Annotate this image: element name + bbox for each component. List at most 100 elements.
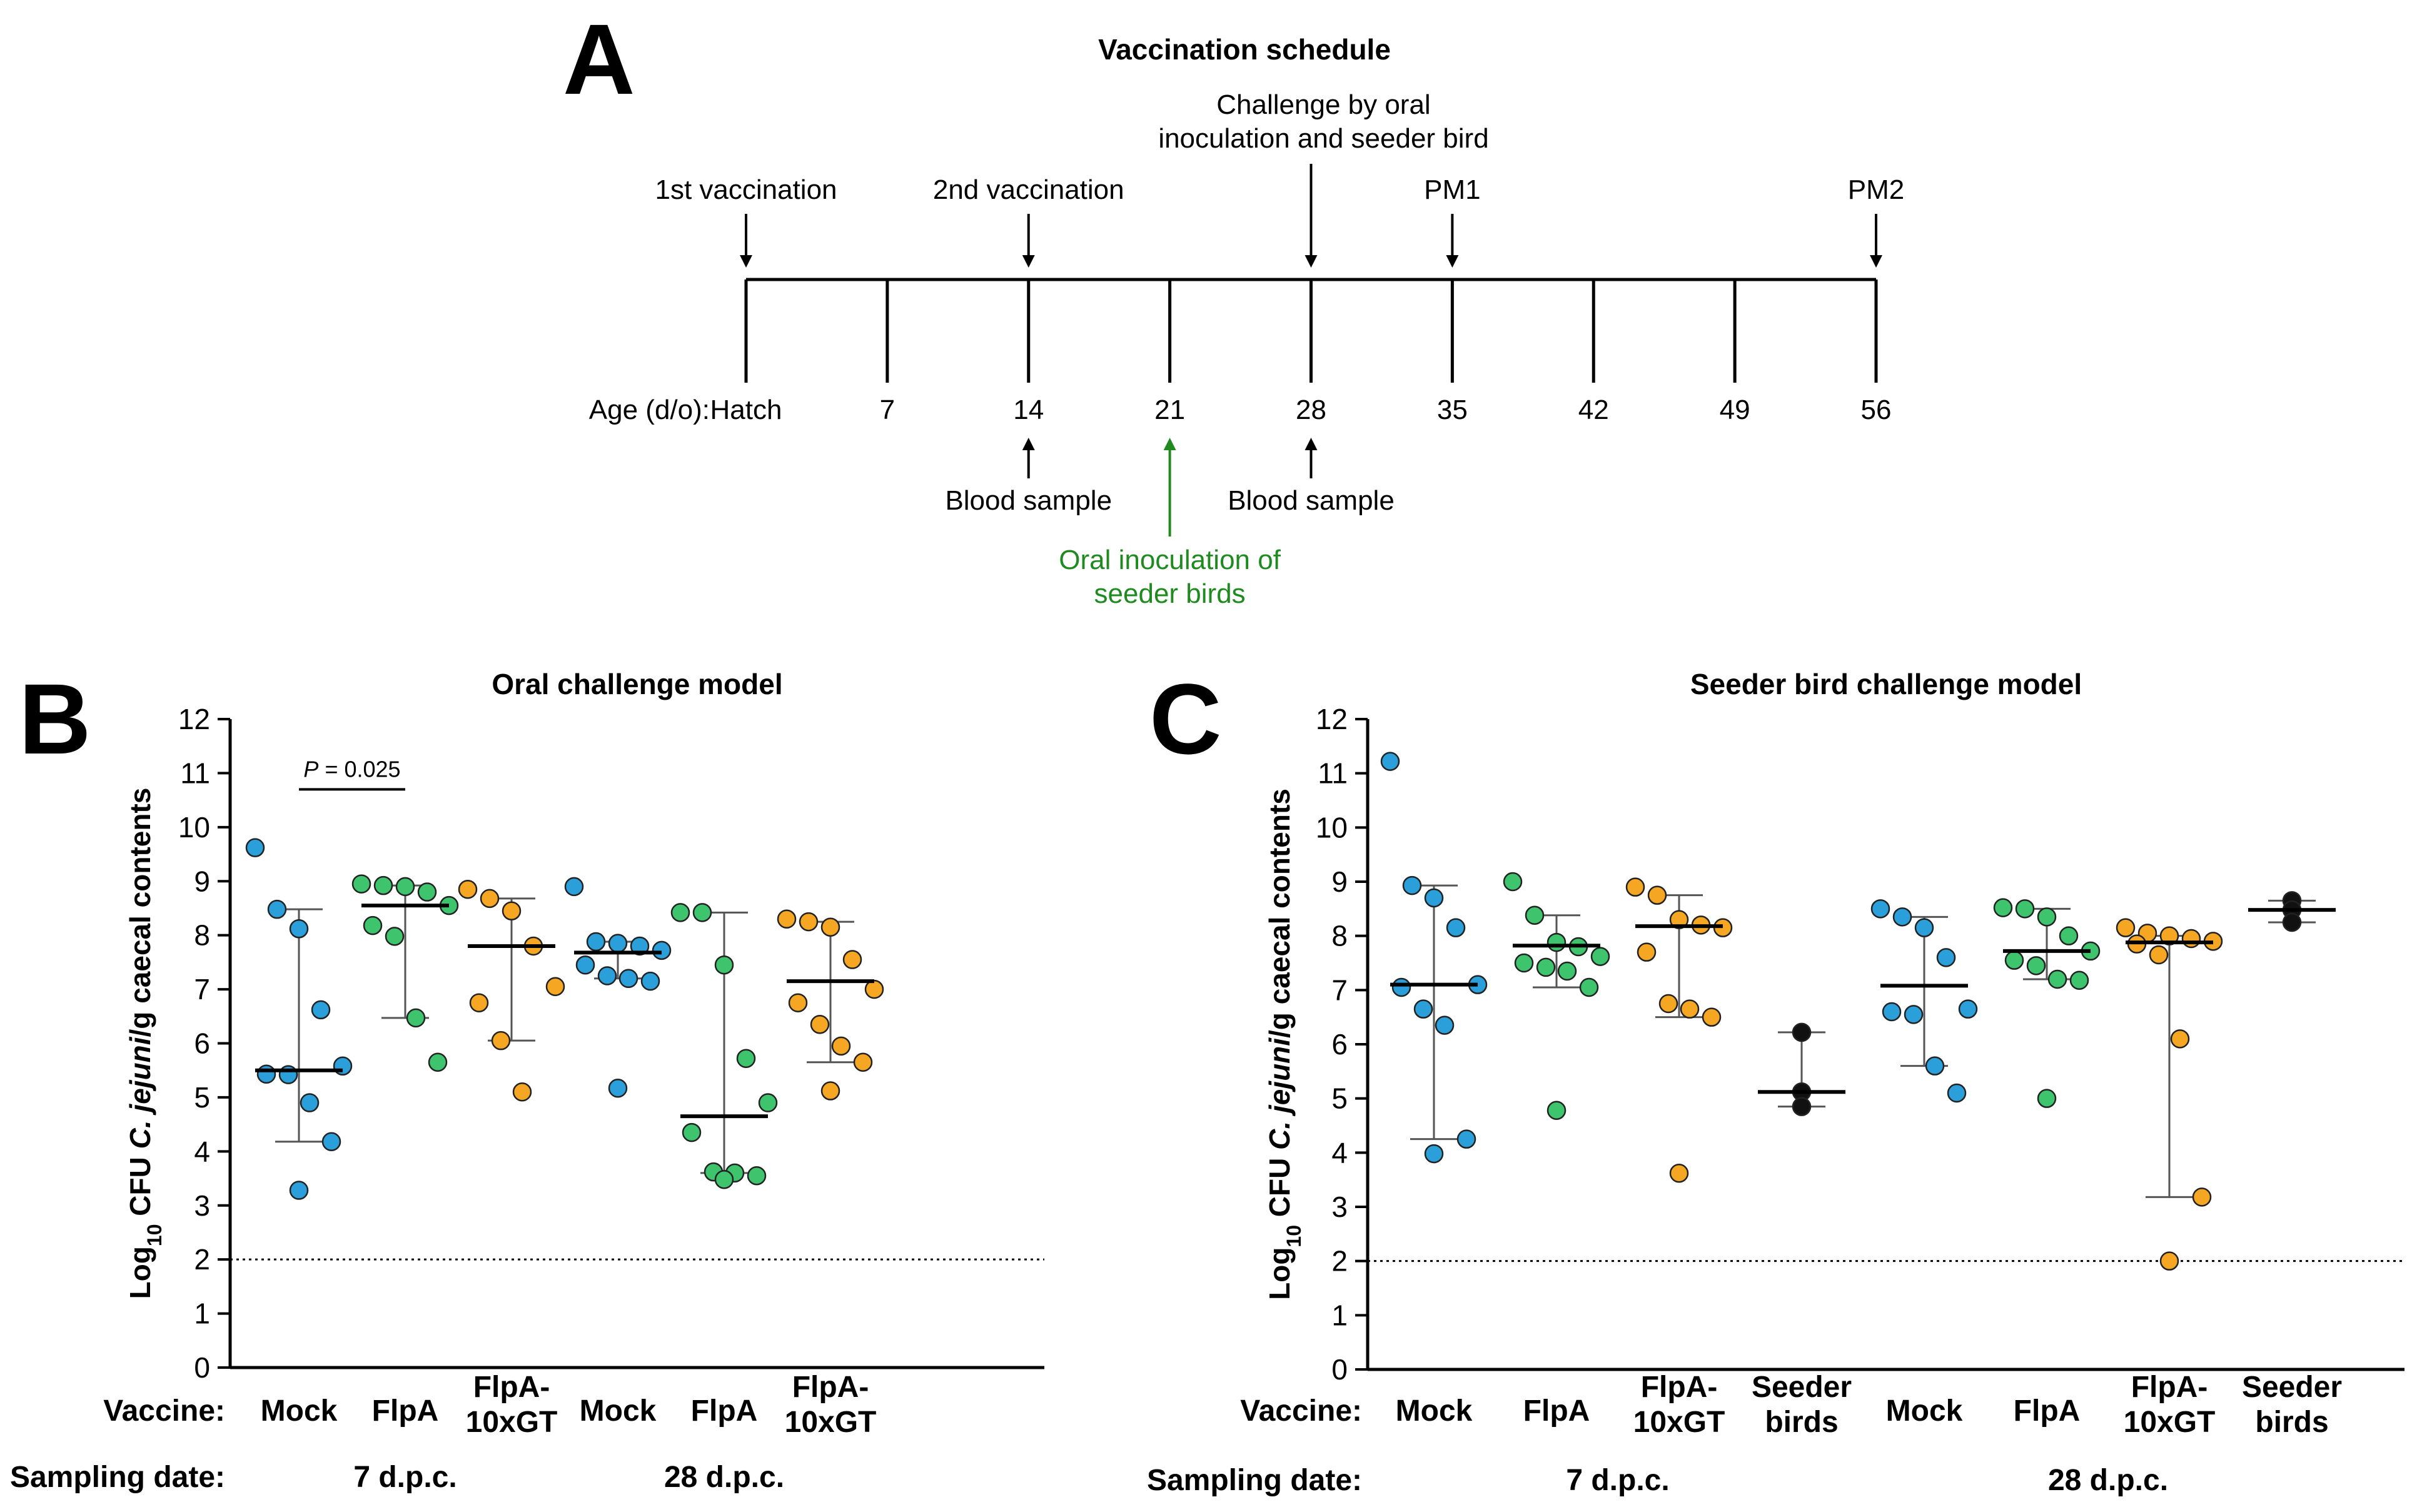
- data-point: [608, 1078, 628, 1098]
- p-value-italic: P: [303, 756, 318, 782]
- data-point: [842, 950, 862, 969]
- y-tick-label: 5: [1331, 1082, 1348, 1115]
- y-axis-label-part: Log: [1263, 1247, 1296, 1300]
- data-point: [1525, 905, 1545, 925]
- y-tick-label: 9: [194, 865, 210, 897]
- y-tick-label: 10: [178, 811, 210, 844]
- data-point: [1557, 961, 1577, 981]
- x-category-label: FlpA-: [792, 1371, 869, 1404]
- x-category-label: FlpA: [1523, 1394, 1590, 1428]
- timeline: Hatch 7 14 21 28 35 42 49 56 Age (d/o): 1st vaccin…: [589, 89, 1904, 609]
- data-point: [1936, 948, 1956, 967]
- data-point: [736, 1049, 756, 1068]
- data-point: [1514, 953, 1534, 973]
- chart-seeder-challenge: Seeder bird challenge model0123456789101…: [1147, 668, 2404, 1497]
- data-point: [1904, 1005, 1924, 1024]
- data-point: [1435, 1016, 1455, 1035]
- data-group: [670, 903, 778, 1189]
- data-point: [586, 932, 606, 952]
- y-axis-label-part: 10: [143, 1224, 166, 1246]
- timeline-sample-label: Blood sample: [1228, 485, 1395, 516]
- panel-c: C Seeder bird challenge model01234567891…: [1147, 663, 2404, 1497]
- timeline-age-label: 35: [1437, 395, 1468, 425]
- y-tick-label: 2: [194, 1243, 210, 1276]
- timeline-event-arrow-head: [1870, 255, 1882, 268]
- data-point: [385, 927, 405, 946]
- data-point: [820, 1081, 840, 1101]
- data-group: [1758, 1022, 1845, 1116]
- y-tick-label: 4: [194, 1135, 210, 1167]
- y-axis-label-part: CFU: [124, 1149, 156, 1224]
- y-tick-label: 7: [194, 973, 210, 1005]
- y-tick-label: 3: [1331, 1191, 1348, 1223]
- data-point: [1993, 898, 2013, 917]
- y-tick-label: 11: [1318, 757, 1348, 790]
- timeline-event-label: 1st vaccination: [655, 174, 837, 205]
- timeline-sample-label: Oral inoculation of: [1059, 545, 1281, 575]
- timeline-age-label: 49: [1720, 395, 1750, 425]
- sampling-date-label: 7 d.p.c.: [1566, 1464, 1669, 1497]
- x-category-label: Seeder: [1752, 1371, 1852, 1404]
- timeline-event-label: Challenge by oral: [1216, 89, 1430, 120]
- data-point: [1702, 1007, 1722, 1027]
- data-point: [1547, 932, 1567, 952]
- timeline-sample-label: seeder birds: [1094, 578, 1246, 609]
- data-point: [428, 1052, 448, 1072]
- data-point: [395, 877, 415, 897]
- y-axis-label: Log10 CFU C. jejuni/g caecal contents: [124, 788, 166, 1299]
- panel-b: B Oral challenge model0123456789101112Lo…: [10, 663, 1044, 1494]
- data-point: [682, 1122, 702, 1142]
- sampling-row-label: Sampling date:: [10, 1461, 225, 1494]
- data-point: [864, 979, 884, 999]
- sampling-row-label: Sampling date:: [1147, 1464, 1362, 1497]
- y-axis-label-part: /g caecal contents: [1263, 789, 1296, 1038]
- data-point: [417, 882, 437, 902]
- data-point: [1547, 1101, 1567, 1120]
- data-point: [608, 934, 628, 953]
- timeline-event-label: 2nd vaccination: [933, 174, 1124, 205]
- vaccine-row-label: Vaccine:: [103, 1394, 225, 1428]
- y-tick-label: 1: [1331, 1299, 1348, 1331]
- timeline-age-label: Hatch: [710, 395, 782, 425]
- data-point: [512, 1082, 532, 1102]
- data-point: [1958, 999, 1978, 1019]
- data-point: [256, 1064, 276, 1084]
- data-point: [788, 993, 808, 1012]
- data-point: [1446, 918, 1466, 937]
- data-point: [630, 936, 650, 956]
- vaccine-row-label: Vaccine:: [1240, 1394, 1362, 1428]
- y-axis-label-part: C. jejuni: [1263, 1037, 1296, 1150]
- data-point: [2026, 956, 2046, 975]
- data-point: [2149, 945, 2169, 965]
- data-point: [2159, 926, 2179, 945]
- timeline-event-label: inoculation and seeder bird: [1158, 123, 1488, 154]
- data-point: [1590, 947, 1610, 966]
- data-point: [1947, 1083, 1967, 1103]
- sampling-date-label: 7 d.p.c.: [353, 1461, 457, 1494]
- x-category-label: Mock: [580, 1394, 657, 1428]
- y-tick-label: 6: [194, 1027, 210, 1060]
- data-group: [2116, 918, 2223, 1271]
- data-point: [2116, 918, 2136, 937]
- x-category-label: 10xGT: [785, 1406, 877, 1439]
- data-point: [564, 877, 584, 897]
- panel-b-letter: B: [19, 663, 91, 775]
- y-tick-label: 11: [180, 757, 210, 789]
- y-tick-label: 9: [1331, 865, 1348, 898]
- timeline-age-label: 7: [880, 395, 895, 425]
- timeline-event-arrow-head: [1022, 255, 1035, 268]
- x-category-label: Mock: [261, 1394, 338, 1428]
- y-tick-label: 8: [194, 919, 210, 952]
- data-point: [2159, 1251, 2179, 1271]
- data-point: [1892, 907, 1912, 927]
- y-axis-label-part: C. jejuni: [124, 1036, 156, 1149]
- data-point: [245, 838, 265, 857]
- y-axis-label-part: /g caecal contents: [124, 788, 156, 1037]
- timeline-sample-arrow-head: [1163, 438, 1176, 450]
- timeline-sample-arrow-head: [1022, 438, 1035, 450]
- x-category-label: 10xGT: [2124, 1406, 2216, 1439]
- timeline-title: Vaccination schedule: [1098, 33, 1391, 66]
- data-point: [545, 977, 565, 997]
- data-point: [2181, 929, 2201, 949]
